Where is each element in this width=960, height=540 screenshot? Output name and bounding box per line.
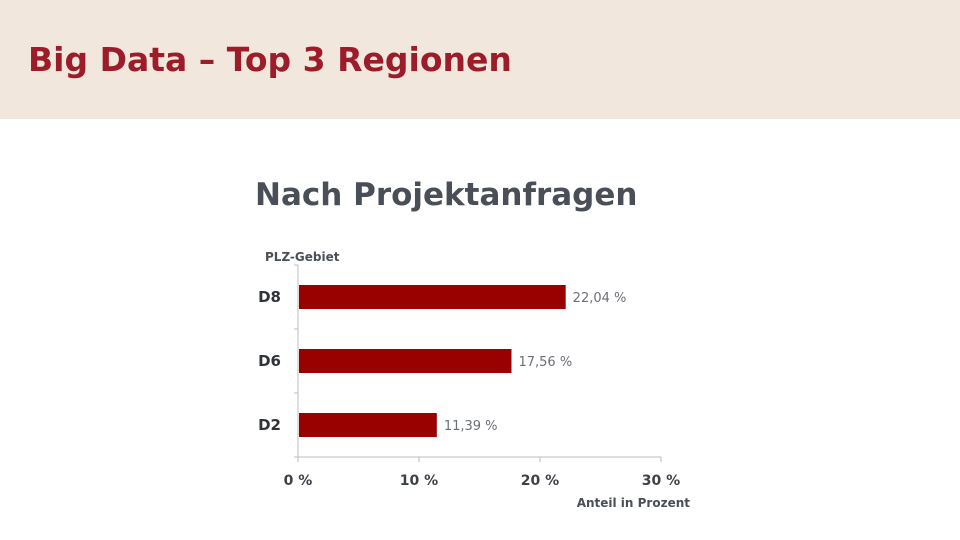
bar-d8 [299, 285, 566, 309]
x-tick-label: 30 % [642, 473, 680, 489]
chart-bars: D8 22,04 % D6 17,56 % D2 11,39 % [258, 285, 626, 437]
value-label: 11,39 % [444, 419, 498, 434]
chart-title: Nach Projektanfragen [255, 177, 638, 213]
value-label: 22,04 % [573, 291, 627, 306]
y-axis-label: PLZ-Gebiet [265, 250, 340, 264]
x-tick-label: 0 % [284, 473, 313, 489]
bar-d6 [299, 349, 512, 373]
page-title: Big Data – Top 3 Regionen [28, 40, 512, 79]
header-band: Big Data – Top 3 Regionen [0, 0, 960, 119]
value-label: 17,56 % [518, 355, 572, 370]
category-label: D6 [258, 352, 281, 370]
category-label: D2 [258, 416, 281, 434]
x-tick-label: 10 % [400, 473, 438, 489]
x-tick-label: 20 % [521, 473, 559, 489]
bar-d2 [299, 413, 437, 437]
chart-axes: 0 % 10 % 20 % 30 % [284, 264, 680, 489]
category-label: D8 [258, 288, 281, 306]
x-axis-label: Anteil in Prozent [577, 496, 691, 510]
